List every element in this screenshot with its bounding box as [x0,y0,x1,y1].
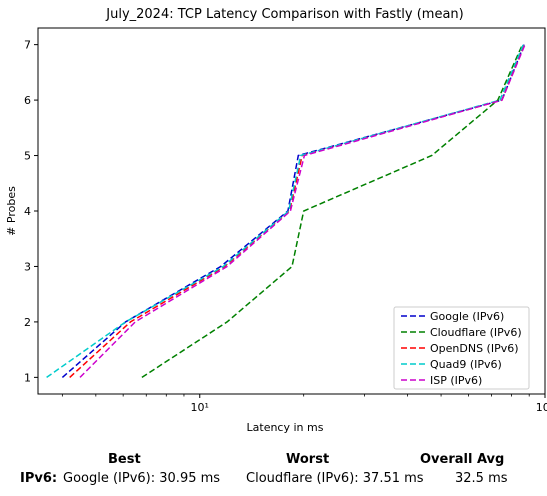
legend-label: Quad9 (IPv6) [430,358,502,371]
x-axis-label: Latency in ms [247,421,324,434]
legend-label: Google (IPv6) [430,310,504,323]
y-axis-label: # Probes [5,186,18,236]
plot-lines [46,44,526,379]
y-tick-label: 3 [24,260,31,273]
axis-ticks: 1 2 3 4 5 6 7 10¹ 10² [24,39,547,414]
y-tick-label: 1 [24,371,31,384]
latency-chart: July_2024: TCP Latency Comparison with F… [5,7,547,434]
y-tick-label: 7 [24,39,31,52]
chart-title: July_2024: TCP Latency Comparison with F… [105,7,463,22]
series-line-1 [141,44,524,379]
worst-value: Cloudflare (IPv6): 37.51 ms [246,471,424,486]
worst-header: Worst [286,452,330,467]
x-tick-label: 10¹ [191,401,209,414]
x-tick-label: 10² [536,401,547,414]
y-tick-label: 6 [24,94,31,107]
legend-label: ISP (IPv6) [430,374,482,387]
series-line-0 [61,44,525,378]
y-tick-label: 5 [24,150,31,163]
row-label-ipv6: IPv6: [20,471,58,486]
y-tick-label: 4 [24,205,31,218]
overall-avg-header: Overall Avg [420,452,505,467]
overall-avg-value: 32.5 ms [455,471,508,486]
legend-box [393,306,530,390]
series-line-4 [79,44,526,378]
series-line-3 [46,44,524,379]
legend: Google (IPv6) Cloudflare (IPv6) OpenDNS (I… [393,306,530,390]
best-value: Google (IPv6): 30.95 ms [63,471,221,486]
legend-label: OpenDNS (IPv6) [430,342,519,355]
legend-label: Cloudflare (IPv6) [430,326,522,339]
y-tick-label: 2 [24,316,31,329]
best-header: Best [108,452,141,467]
